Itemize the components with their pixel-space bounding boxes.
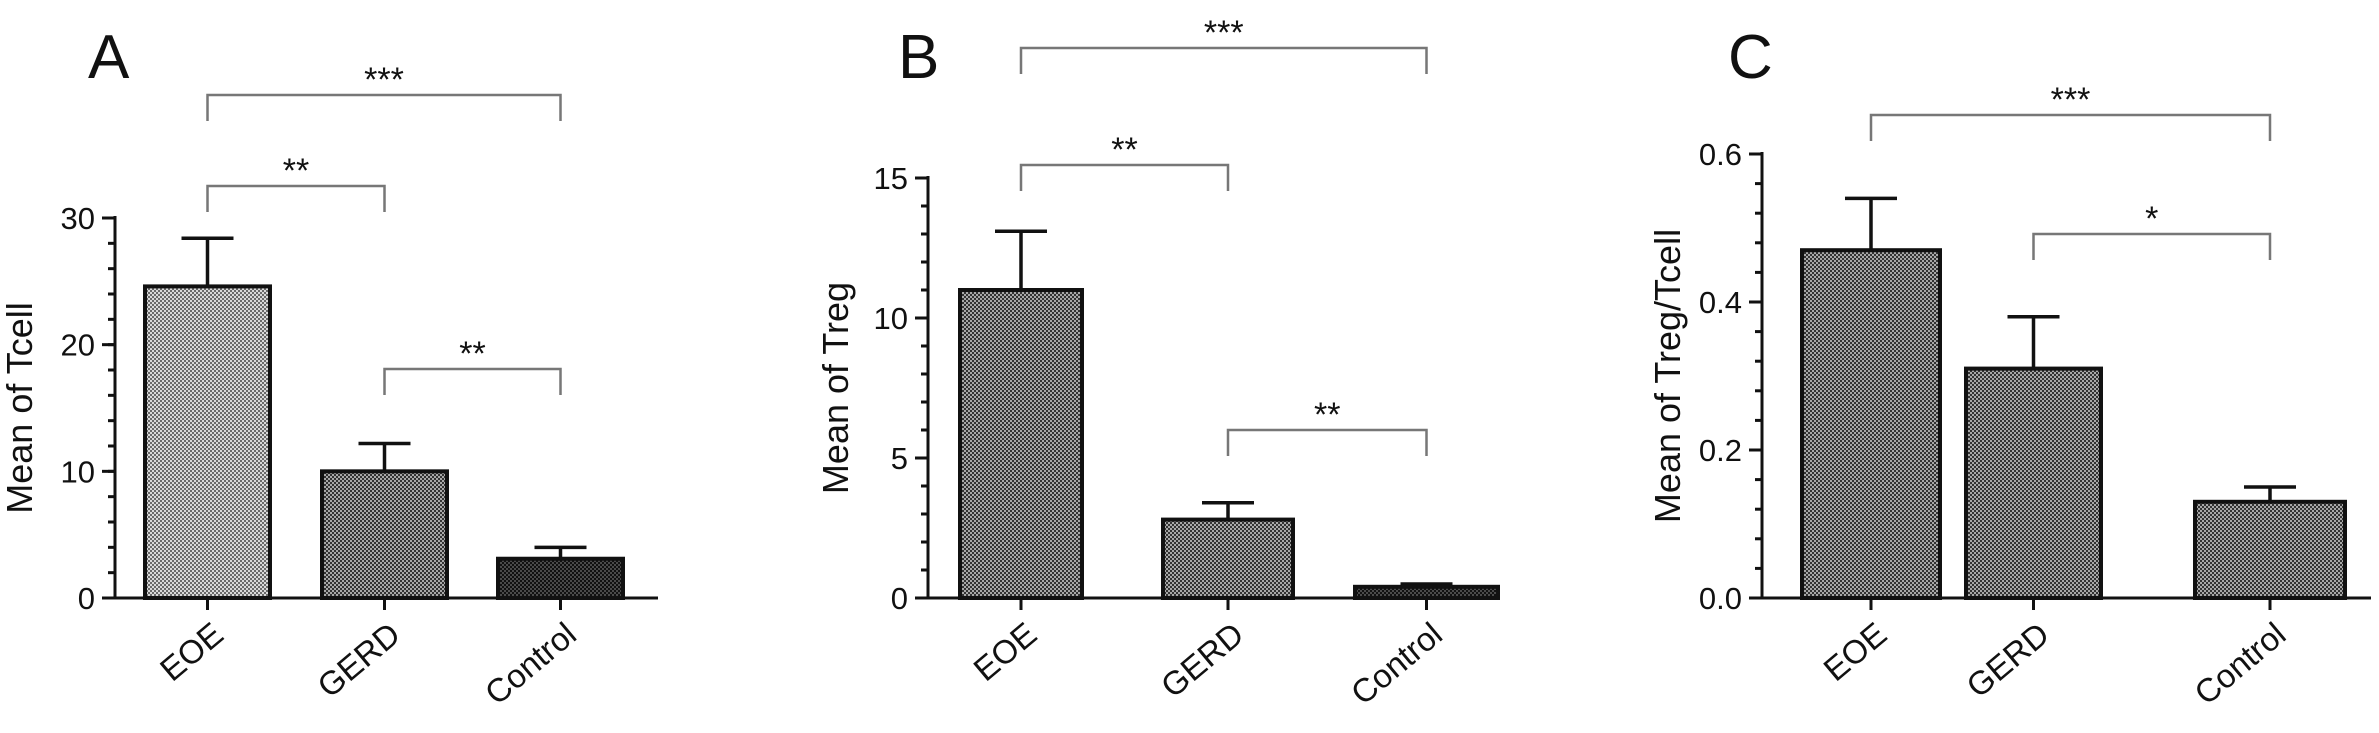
significance-bracket (1019, 163, 1230, 191)
significance-bracket (1019, 46, 1428, 74)
bar-gerd (1964, 366, 2103, 600)
chart-panel-c: C 0.0 0.2 0.4 0.6 Mean of Treg/Tcell EOE GERD Co… (1647, 23, 2371, 712)
x-category-label: EOE (1816, 615, 1893, 688)
significance-label: ** (1111, 131, 1137, 169)
x-category-label: GERD (1154, 615, 1251, 705)
bar-control (2193, 499, 2347, 600)
significance-label: ** (459, 335, 485, 373)
bar-eoe (143, 284, 272, 600)
x-category-label: Control (1344, 615, 1449, 712)
x-category-label: GERD (310, 615, 407, 705)
panel-letter: A (88, 23, 130, 92)
significance-bracket (383, 367, 562, 395)
significance-bracket (2032, 232, 2272, 260)
y-axis-label: Mean of Treg/Tcell (1647, 229, 1688, 523)
significance-label: *** (2051, 81, 2091, 119)
significance-bracket (206, 93, 562, 121)
y-axis-label: Mean of Tcell (0, 302, 40, 513)
y-tick-label: 0.0 (1699, 581, 1742, 616)
y-tick-label: 30 (61, 201, 95, 236)
bar-control (496, 556, 625, 601)
y-tick-label: 0 (891, 581, 908, 616)
significance-label: * (2145, 200, 2158, 238)
significance-bracket (1226, 428, 1428, 456)
bar-gerd (320, 469, 449, 601)
y-axis-label: Mean of Treg (815, 282, 856, 494)
y-tick-label: 0 (78, 581, 95, 616)
significance-label: *** (364, 61, 404, 99)
panel-letter: C (1728, 23, 1773, 92)
y-tick-label: 0.4 (1699, 285, 1742, 320)
y-tick-label: 10 (61, 454, 95, 489)
x-category-label: Control (478, 615, 583, 712)
y-tick-label: 0.2 (1699, 433, 1742, 468)
x-category-label: GERD (1959, 615, 2056, 705)
x-category-label: EOE (966, 615, 1043, 688)
panel-letter: B (898, 23, 939, 92)
y-tick-label: 10 (874, 301, 908, 336)
x-category-label: Control (2187, 615, 2292, 712)
significance-bracket (206, 184, 386, 212)
bar-eoe (958, 288, 1084, 600)
bar-control (1353, 584, 1500, 600)
significance-bracket (1869, 113, 2272, 141)
bar-eoe (1800, 248, 1942, 600)
y-tick-label: 0.6 (1699, 137, 1742, 172)
significance-label: ** (283, 152, 309, 190)
y-tick-label: 20 (61, 328, 95, 363)
y-tick-label: 15 (874, 161, 908, 196)
significance-label: ** (1314, 396, 1340, 434)
significance-label: *** (1204, 14, 1244, 52)
y-tick-label: 5 (891, 441, 908, 476)
x-category-label: EOE (153, 615, 230, 688)
bar-gerd (1161, 517, 1295, 600)
